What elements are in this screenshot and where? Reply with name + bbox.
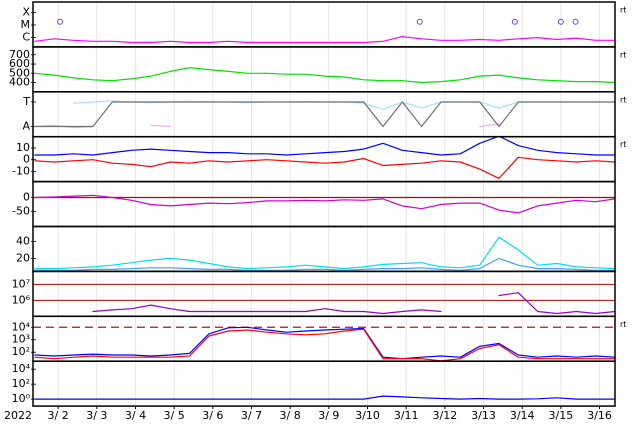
side-label: rt — [620, 320, 626, 329]
plot-area — [34, 100, 615, 129]
series-line — [34, 194, 615, 214]
x-tick-label: 3/ 6 — [202, 409, 223, 422]
x-tick-label: 3/ 3 — [86, 409, 107, 422]
series-line — [34, 36, 615, 44]
panel-frame — [32, 135, 616, 183]
x-tick-label: 3/15 — [549, 409, 574, 422]
plot-area — [92, 292, 615, 315]
panel-frame — [32, 180, 616, 228]
panel-frame — [32, 360, 616, 407]
series-line — [34, 156, 615, 179]
y-tick-label: 10³ — [12, 333, 30, 346]
y-tick-label: -10 — [12, 164, 30, 177]
series-line — [34, 326, 615, 360]
y-tick-label: 10⁰ — [12, 392, 31, 405]
series-line — [92, 292, 615, 315]
year-label: 2022 — [4, 409, 32, 422]
flare-marker — [416, 18, 423, 25]
flare-marker — [572, 18, 579, 25]
panel-frame — [32, 46, 616, 93]
y-tick-label: 10⁴ — [12, 362, 31, 375]
y-tick-label: T — [22, 95, 30, 108]
x-tick-label: 3/ 7 — [241, 409, 262, 422]
plot-area — [34, 67, 615, 84]
flare-marker — [57, 18, 64, 25]
y-tick-label: 20 — [16, 251, 30, 264]
y-tick-label: 400 — [9, 76, 30, 89]
y-tick-label: A — [22, 120, 30, 133]
series-line — [34, 257, 615, 271]
y-tick-label: 0 — [23, 153, 30, 166]
series-line — [34, 236, 615, 270]
y-tick-label: C — [22, 31, 30, 44]
y-tick-label: 600 — [9, 57, 30, 70]
flare-marker — [557, 18, 564, 25]
series-line — [34, 328, 615, 362]
y-tick-label: 10² — [12, 345, 30, 358]
series-line — [34, 101, 615, 128]
y-tick-label: 700 — [9, 48, 30, 61]
series-line — [34, 67, 615, 84]
x-tick-label: 3/ 9 — [318, 409, 339, 422]
plot-area — [34, 136, 615, 179]
y-tick-label: 10⁶ — [12, 293, 31, 306]
panel-frame — [32, 1, 616, 48]
x-tick-label: 3/ 8 — [280, 409, 301, 422]
series-line — [34, 123, 615, 129]
x-tick-label: 3/12 — [432, 409, 457, 422]
x-tick-label: 3/16 — [587, 409, 612, 422]
y-tick-label: 10⁴ — [12, 320, 31, 333]
side-label: rt — [620, 6, 626, 15]
plot-area — [34, 395, 615, 400]
y-tick-label: 10⁷ — [12, 277, 30, 290]
series-line — [34, 136, 615, 156]
plot-area — [34, 18, 615, 44]
x-tick-label: 3/11 — [394, 409, 419, 422]
plot-area — [34, 194, 615, 214]
y-tick-label: X — [22, 5, 30, 18]
x-tick-label: 3/ 2 — [48, 409, 69, 422]
plot-area — [34, 236, 615, 271]
y-tick-label: 0 — [23, 191, 30, 204]
x-tick-label: 3/13 — [471, 409, 496, 422]
x-tick-label: 3/ 5 — [164, 409, 185, 422]
side-label: rt — [620, 95, 626, 104]
panel-frame — [32, 91, 616, 138]
y-tick-label: 500 — [9, 66, 30, 79]
flare-marker — [511, 18, 518, 25]
series-line — [34, 395, 615, 400]
y-tick-label: M — [21, 18, 31, 31]
y-tick-label: 40 — [16, 234, 30, 247]
plot-area — [34, 326, 615, 362]
x-tick-label: 3/ 4 — [125, 409, 146, 422]
x-tick-label: 3/10 — [355, 409, 380, 422]
side-label: rt — [620, 50, 626, 59]
y-tick-label: -50 — [12, 205, 30, 218]
x-tick-label: 3/14 — [510, 409, 535, 422]
side-label: rt — [620, 140, 626, 149]
y-tick-label: 10 — [16, 141, 30, 154]
y-tick-label: 10² — [12, 377, 30, 390]
